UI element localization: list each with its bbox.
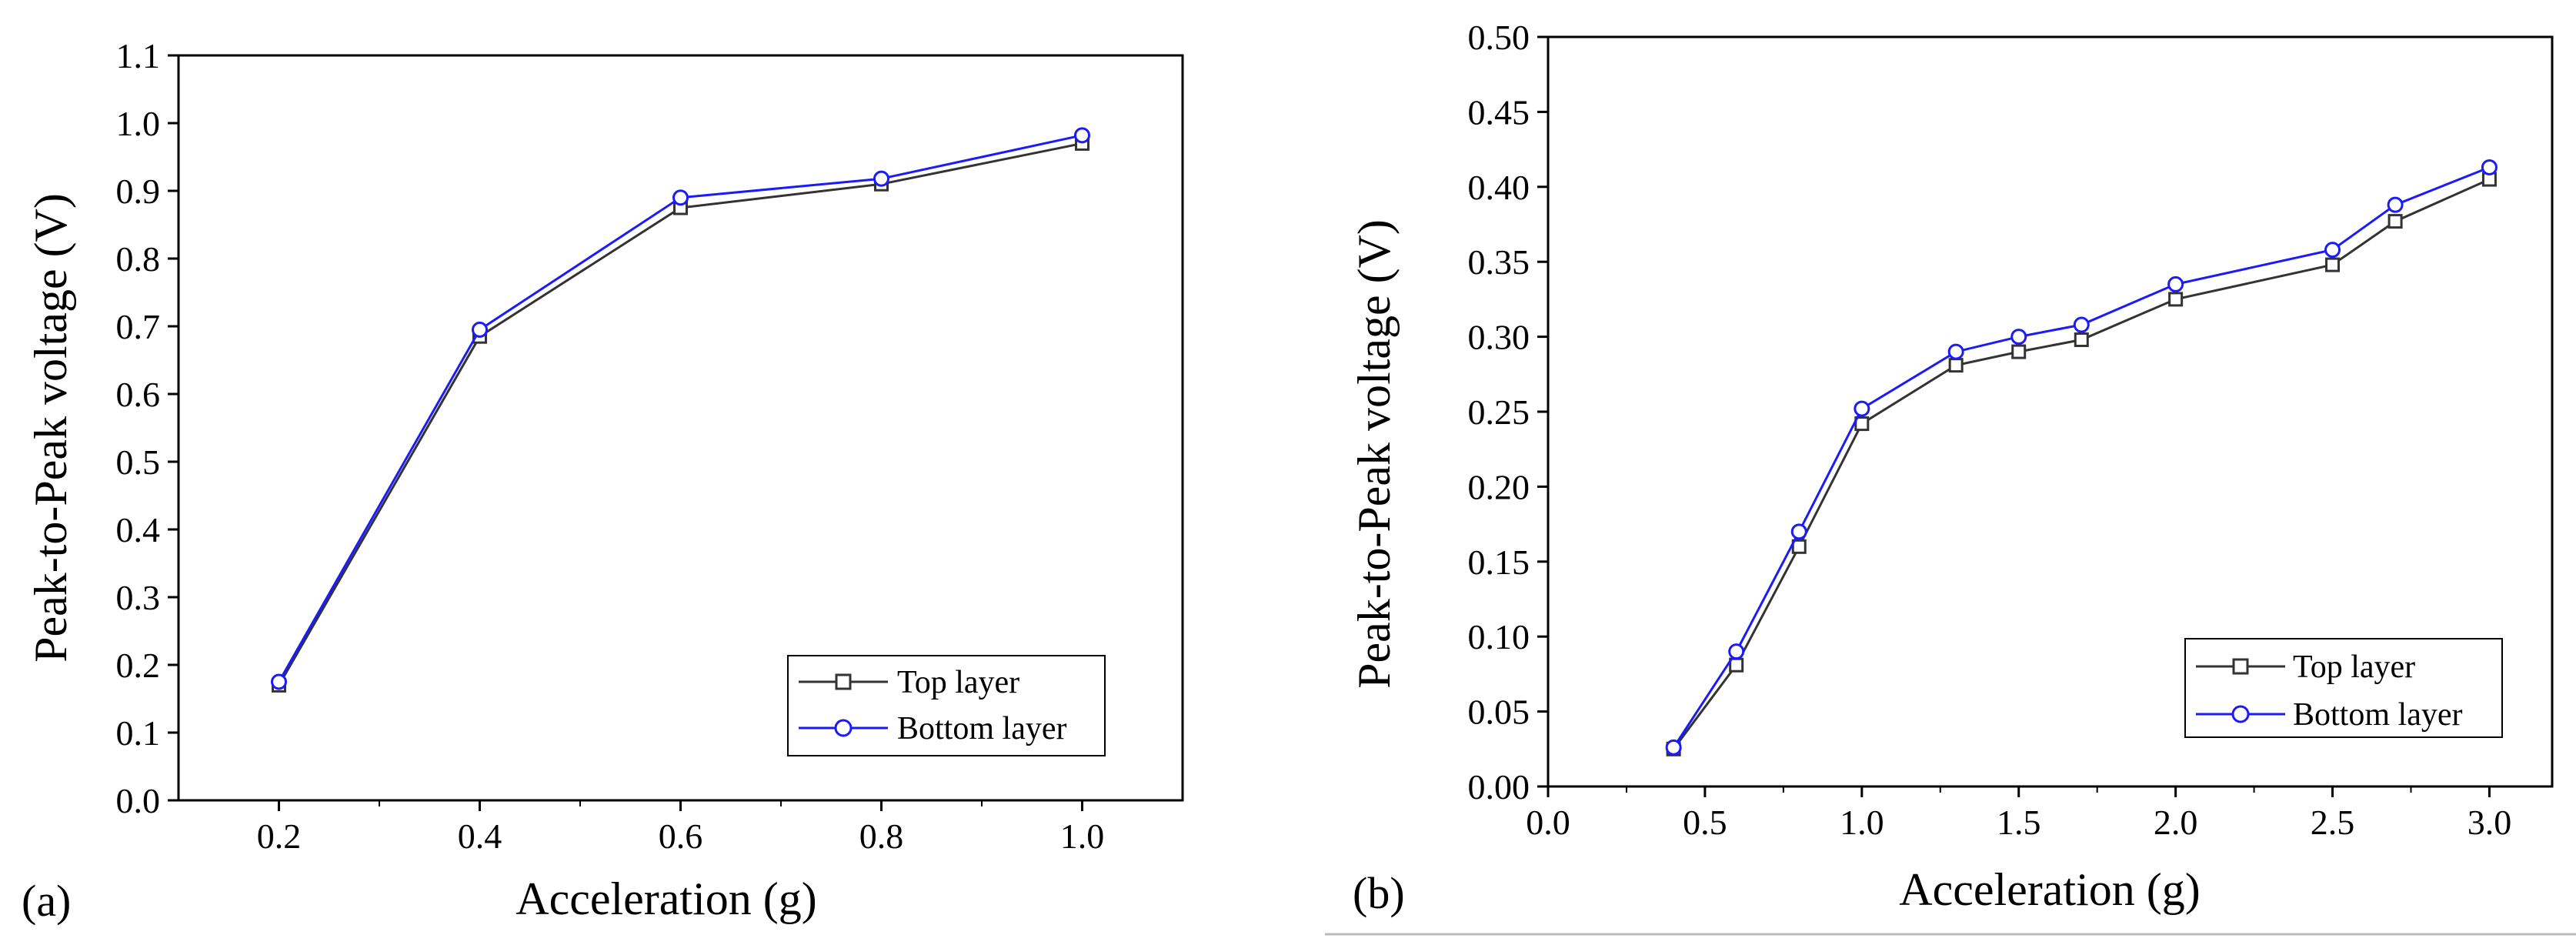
data-point-bottom-layer xyxy=(1728,643,1745,660)
legend-top-layer-marker xyxy=(835,673,852,690)
y-tick-label: 0.05 xyxy=(1468,693,1530,732)
data-point-bottom-layer xyxy=(2387,196,2404,213)
x-tick-label: 0.8 xyxy=(859,816,904,856)
y-tick-label: 1.0 xyxy=(116,104,161,143)
data-point-top-layer xyxy=(2387,214,2403,229)
y-tick-label: 0.7 xyxy=(116,307,161,346)
data-point-bottom-layer xyxy=(2073,316,2090,333)
legend-bottom-layer-label: Bottom layer xyxy=(897,711,1066,746)
data-point-bottom-layer xyxy=(2010,329,2027,346)
x-tick-label: 2.0 xyxy=(2154,803,2198,842)
legend-bottom-layer-marker xyxy=(2231,705,2250,723)
x-tick-label: 2.5 xyxy=(2311,803,2355,842)
y-tick-label: 0.15 xyxy=(1468,543,1530,582)
y-tick-label: 0.4 xyxy=(116,510,161,549)
y-tick-label: 0.25 xyxy=(1468,392,1530,432)
data-point-top-layer xyxy=(1948,358,1964,373)
data-point-top-layer xyxy=(2325,257,2341,272)
data-point-bottom-layer xyxy=(271,673,287,690)
x-tick-label: 0.5 xyxy=(1683,803,1727,842)
series-layer xyxy=(271,127,1090,693)
y-axis-title: Peak-to-Peak voltage (V) xyxy=(1349,219,1400,689)
data-point-top-layer xyxy=(1791,539,1807,554)
data-point-bottom-layer xyxy=(2481,159,2498,175)
legend: Top layer Bottom layer xyxy=(787,655,1106,756)
y-tick-label: 0.0 xyxy=(116,781,161,820)
data-point-bottom-layer xyxy=(472,321,488,338)
y-tick-label: 0.2 xyxy=(116,646,161,685)
y-tick-label: 0.45 xyxy=(1468,92,1530,132)
y-tick-label: 0.50 xyxy=(1468,18,1530,57)
x-axis-title: Acceleration (g) xyxy=(516,873,816,924)
y-tick-label: 0.5 xyxy=(116,442,161,482)
data-point-top-layer xyxy=(2074,332,2089,347)
x-axis-title: Acceleration (g) xyxy=(1899,864,2200,915)
data-point-top-layer xyxy=(1854,416,1870,432)
series-line-top-layer xyxy=(278,142,1083,686)
y-tick-label: 0.8 xyxy=(116,239,161,279)
legend-box xyxy=(787,655,1106,756)
x-tick-label: 0.0 xyxy=(1526,803,1570,842)
y-tick-label: 0.30 xyxy=(1468,318,1530,357)
y-tick-label: 0.35 xyxy=(1468,242,1530,282)
legend-top-layer-marker xyxy=(2232,658,2249,675)
data-point-bottom-layer xyxy=(672,189,689,206)
y-tick-label: 0.40 xyxy=(1468,168,1530,207)
y-tick-label: 0.1 xyxy=(116,713,161,753)
data-point-bottom-layer xyxy=(1854,400,1870,417)
y-tick-labels: 0.00 0.05 0.10 0.15 0.20 0.25 0.30 0.35 0.40 0.45… xyxy=(1468,18,1530,806)
x-tick-label: 3.0 xyxy=(2468,803,2512,842)
tick-marks xyxy=(168,54,1083,811)
y-tick-label: 0.3 xyxy=(116,578,161,617)
x-tick-label: 0.4 xyxy=(458,816,502,856)
x-tick-labels: 0.2 0.4 0.6 0.8 1.0 xyxy=(257,816,1105,856)
x-tick-label: 0.2 xyxy=(257,816,302,856)
series-layer xyxy=(1665,159,2498,756)
x-tick-label: 1.5 xyxy=(1997,803,2041,842)
data-point-bottom-layer xyxy=(1947,343,1964,360)
legend: Top layer Bottom layer xyxy=(2184,638,2503,738)
data-point-top-layer xyxy=(1729,657,1744,673)
series-line-bottom-layer xyxy=(278,134,1083,683)
legend-top-layer-label: Top layer xyxy=(897,665,1019,700)
y-tick-label: 0.6 xyxy=(116,375,161,414)
x-tick-labels: 0.0 0.5 1.0 1.5 2.0 2.5 3.0 xyxy=(1526,803,2511,842)
data-point-bottom-layer xyxy=(873,170,889,187)
data-point-top-layer xyxy=(2168,292,2184,307)
data-point-bottom-layer xyxy=(1790,523,1807,540)
tick-marks xyxy=(1537,35,2491,797)
legend-bottom-layer-marker xyxy=(834,719,853,737)
data-point-top-layer xyxy=(2011,344,2027,359)
y-tick-labels: 0.0 0.1 0.2 0.3 0.4 0.5 0.6 0.7 0.8 0.9 1.0 1.1 xyxy=(116,36,161,820)
y-tick-label: 0.9 xyxy=(116,172,161,211)
data-point-bottom-layer xyxy=(1074,127,1090,144)
data-point-bottom-layer xyxy=(2167,275,2184,292)
data-point-bottom-layer xyxy=(2324,242,2341,259)
y-tick-label: 0.20 xyxy=(1468,467,1530,506)
chart-panel-b: 0.0 0.5 1.0 1.5 2.0 2.5 3.0 0.000.050.100.150.… xyxy=(1349,18,2554,918)
y-axis-title: Peak-to-Peak voltage (V) xyxy=(25,193,76,663)
legend-top-layer-label: Top layer xyxy=(2293,649,2415,685)
panel-label: (a) xyxy=(22,876,71,926)
y-tick-label: 0.00 xyxy=(1468,767,1530,806)
chart-panel-a: 0.2 0.4 0.6 0.8 1.0 0.0 0.1 0.2 0.3 0.4 0.5 0.6 0.7… xyxy=(22,36,1184,926)
x-tick-label: 1.0 xyxy=(1060,816,1105,856)
y-tick-label: 1.1 xyxy=(116,36,161,75)
data-point-bottom-layer xyxy=(1665,739,1682,756)
panel-label: (b) xyxy=(1353,868,1405,918)
x-tick-label: 1.0 xyxy=(1840,803,1884,842)
y-tick-label: 0.10 xyxy=(1468,617,1530,656)
x-tick-label: 0.6 xyxy=(659,816,703,856)
legend-bottom-layer-label: Bottom layer xyxy=(2293,697,2462,733)
